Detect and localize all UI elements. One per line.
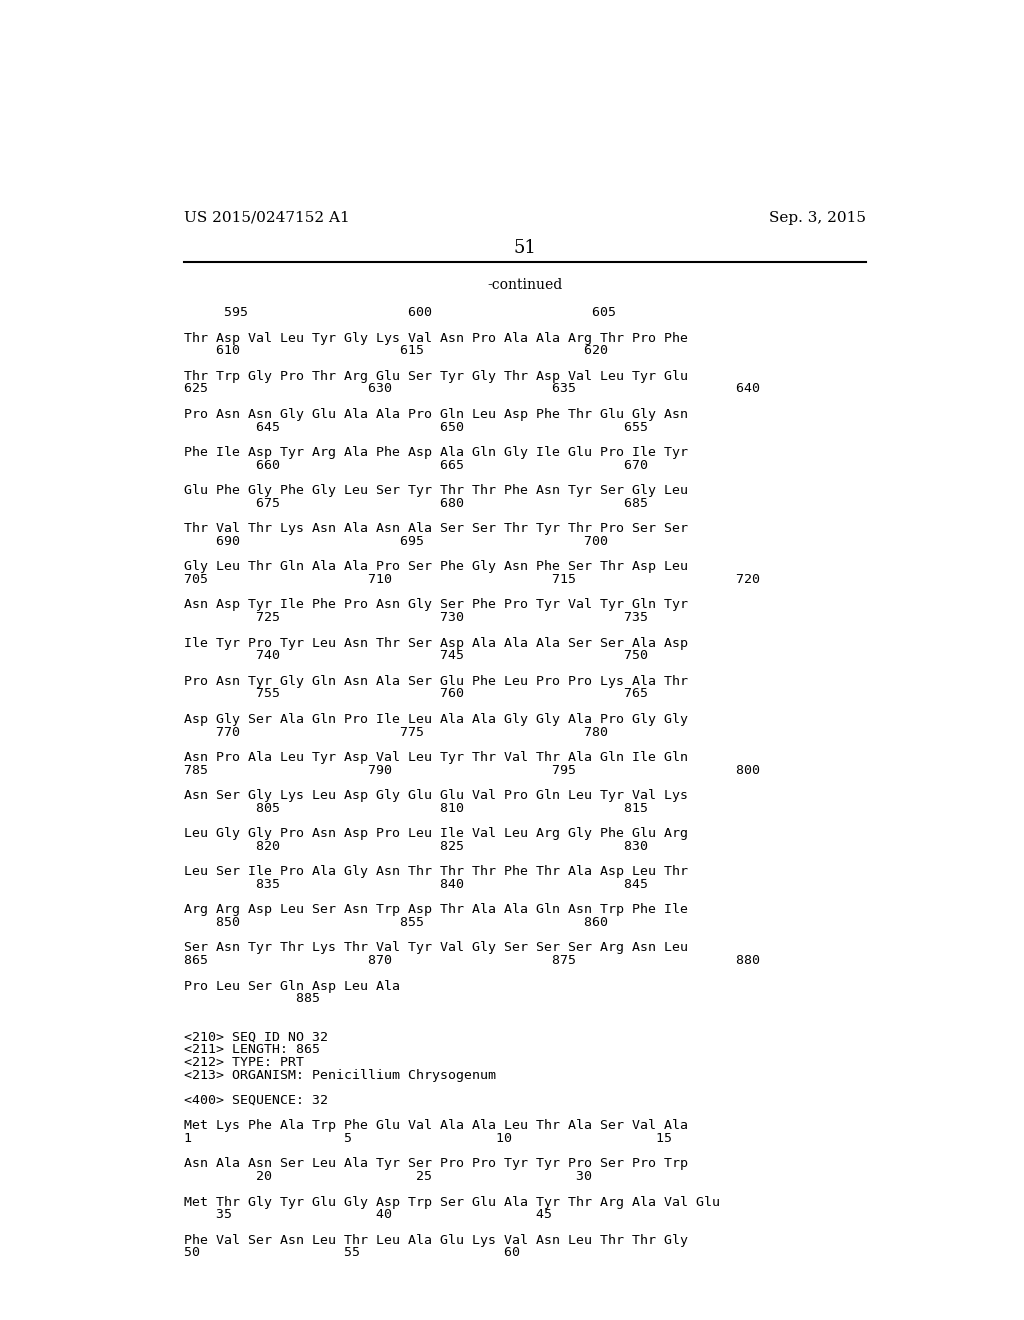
Text: 50                  55                  60: 50 55 60	[183, 1246, 520, 1259]
Text: 595                    600                    605: 595 600 605	[183, 306, 615, 319]
Text: Asp Gly Ser Ala Gln Pro Ile Leu Ala Ala Gly Gly Ala Pro Gly Gly: Asp Gly Ser Ala Gln Pro Ile Leu Ala Ala …	[183, 713, 688, 726]
Text: <213> ORGANISM: Penicillium Chrysogenum: <213> ORGANISM: Penicillium Chrysogenum	[183, 1069, 496, 1081]
Text: 690                    695                    700: 690 695 700	[183, 535, 608, 548]
Text: 755                    760                    765: 755 760 765	[183, 688, 648, 701]
Text: Phe Ile Asp Tyr Arg Ala Phe Asp Ala Gln Gly Ile Glu Pro Ile Tyr: Phe Ile Asp Tyr Arg Ala Phe Asp Ala Gln …	[183, 446, 688, 459]
Text: 645                    650                    655: 645 650 655	[183, 421, 648, 433]
Text: Asn Pro Ala Leu Tyr Asp Val Leu Tyr Thr Val Thr Ala Gln Ile Gln: Asn Pro Ala Leu Tyr Asp Val Leu Tyr Thr …	[183, 751, 688, 764]
Text: US 2015/0247152 A1: US 2015/0247152 A1	[183, 211, 349, 224]
Text: 850                    855                    860: 850 855 860	[183, 916, 608, 929]
Text: Met Thr Gly Tyr Glu Gly Asp Trp Ser Glu Ala Tyr Thr Arg Ala Val Glu: Met Thr Gly Tyr Glu Gly Asp Trp Ser Glu …	[183, 1196, 720, 1209]
Text: <211> LENGTH: 865: <211> LENGTH: 865	[183, 1043, 319, 1056]
Text: Gly Leu Thr Gln Ala Ala Pro Ser Phe Gly Asn Phe Ser Thr Asp Leu: Gly Leu Thr Gln Ala Ala Pro Ser Phe Gly …	[183, 560, 688, 573]
Text: 805                    810                    815: 805 810 815	[183, 801, 648, 814]
Text: 20                  25                  30: 20 25 30	[183, 1170, 592, 1183]
Text: 660                    665                    670: 660 665 670	[183, 459, 648, 471]
Text: Pro Asn Asn Gly Glu Ala Ala Pro Gln Leu Asp Phe Thr Glu Gly Asn: Pro Asn Asn Gly Glu Ala Ala Pro Gln Leu …	[183, 408, 688, 421]
Text: Pro Asn Tyr Gly Gln Asn Ala Ser Glu Phe Leu Pro Pro Lys Ala Thr: Pro Asn Tyr Gly Gln Asn Ala Ser Glu Phe …	[183, 675, 688, 688]
Text: Arg Arg Asp Leu Ser Asn Trp Asp Thr Ala Ala Gln Asn Trp Phe Ile: Arg Arg Asp Leu Ser Asn Trp Asp Thr Ala …	[183, 903, 688, 916]
Text: 610                    615                    620: 610 615 620	[183, 345, 608, 358]
Text: 725                    730                    735: 725 730 735	[183, 611, 648, 624]
Text: 625                    630                    635                    640: 625 630 635 640	[183, 383, 760, 396]
Text: Ile Tyr Pro Tyr Leu Asn Thr Ser Asp Ala Ala Ala Ser Ser Ala Asp: Ile Tyr Pro Tyr Leu Asn Thr Ser Asp Ala …	[183, 636, 688, 649]
Text: 820                    825                    830: 820 825 830	[183, 840, 648, 853]
Text: Thr Val Thr Lys Asn Ala Asn Ala Ser Ser Thr Tyr Thr Pro Ser Ser: Thr Val Thr Lys Asn Ala Asn Ala Ser Ser …	[183, 523, 688, 535]
Text: 885: 885	[183, 993, 319, 1006]
Text: 770                    775                    780: 770 775 780	[183, 726, 608, 738]
Text: 740                    745                    750: 740 745 750	[183, 649, 648, 663]
Text: 675                    680                    685: 675 680 685	[183, 496, 648, 510]
Text: Sep. 3, 2015: Sep. 3, 2015	[769, 211, 866, 224]
Text: Met Lys Phe Ala Trp Phe Glu Val Ala Ala Leu Thr Ala Ser Val Ala: Met Lys Phe Ala Trp Phe Glu Val Ala Ala …	[183, 1119, 688, 1133]
Text: Asn Ala Asn Ser Leu Ala Tyr Ser Pro Pro Tyr Tyr Pro Ser Pro Trp: Asn Ala Asn Ser Leu Ala Tyr Ser Pro Pro …	[183, 1158, 688, 1171]
Text: Thr Asp Val Leu Tyr Gly Lys Val Asn Pro Ala Ala Arg Thr Pro Phe: Thr Asp Val Leu Tyr Gly Lys Val Asn Pro …	[183, 331, 688, 345]
Text: Phe Val Ser Asn Leu Thr Leu Ala Glu Lys Val Asn Leu Thr Thr Gly: Phe Val Ser Asn Leu Thr Leu Ala Glu Lys …	[183, 1234, 688, 1246]
Text: 35                  40                  45: 35 40 45	[183, 1208, 552, 1221]
Text: 785                    790                    795                    800: 785 790 795 800	[183, 763, 760, 776]
Text: Glu Phe Gly Phe Gly Leu Ser Tyr Thr Thr Phe Asn Tyr Ser Gly Leu: Glu Phe Gly Phe Gly Leu Ser Tyr Thr Thr …	[183, 484, 688, 498]
Text: <212> TYPE: PRT: <212> TYPE: PRT	[183, 1056, 304, 1069]
Text: Ser Asn Tyr Thr Lys Thr Val Tyr Val Gly Ser Ser Ser Arg Asn Leu: Ser Asn Tyr Thr Lys Thr Val Tyr Val Gly …	[183, 941, 688, 954]
Text: 705                    710                    715                    720: 705 710 715 720	[183, 573, 760, 586]
Text: Pro Leu Ser Gln Asp Leu Ala: Pro Leu Ser Gln Asp Leu Ala	[183, 979, 399, 993]
Text: <210> SEQ ID NO 32: <210> SEQ ID NO 32	[183, 1031, 328, 1043]
Text: Leu Ser Ile Pro Ala Gly Asn Thr Thr Thr Phe Thr Ala Asp Leu Thr: Leu Ser Ile Pro Ala Gly Asn Thr Thr Thr …	[183, 866, 688, 878]
Text: <400> SEQUENCE: 32: <400> SEQUENCE: 32	[183, 1094, 328, 1107]
Text: Thr Trp Gly Pro Thr Arg Glu Ser Tyr Gly Thr Asp Val Leu Tyr Glu: Thr Trp Gly Pro Thr Arg Glu Ser Tyr Gly …	[183, 370, 688, 383]
Text: 51: 51	[513, 239, 537, 257]
Text: 1                   5                  10                  15: 1 5 10 15	[183, 1133, 672, 1144]
Text: -continued: -continued	[487, 277, 562, 292]
Text: Asn Ser Gly Lys Leu Asp Gly Glu Glu Val Pro Gln Leu Tyr Val Lys: Asn Ser Gly Lys Leu Asp Gly Glu Glu Val …	[183, 789, 688, 803]
Text: 865                    870                    875                    880: 865 870 875 880	[183, 954, 760, 968]
Text: Leu Gly Gly Pro Asn Asp Pro Leu Ile Val Leu Arg Gly Phe Glu Arg: Leu Gly Gly Pro Asn Asp Pro Leu Ile Val …	[183, 828, 688, 840]
Text: 835                    840                    845: 835 840 845	[183, 878, 648, 891]
Text: Asn Asp Tyr Ile Phe Pro Asn Gly Ser Phe Pro Tyr Val Tyr Gln Tyr: Asn Asp Tyr Ile Phe Pro Asn Gly Ser Phe …	[183, 598, 688, 611]
